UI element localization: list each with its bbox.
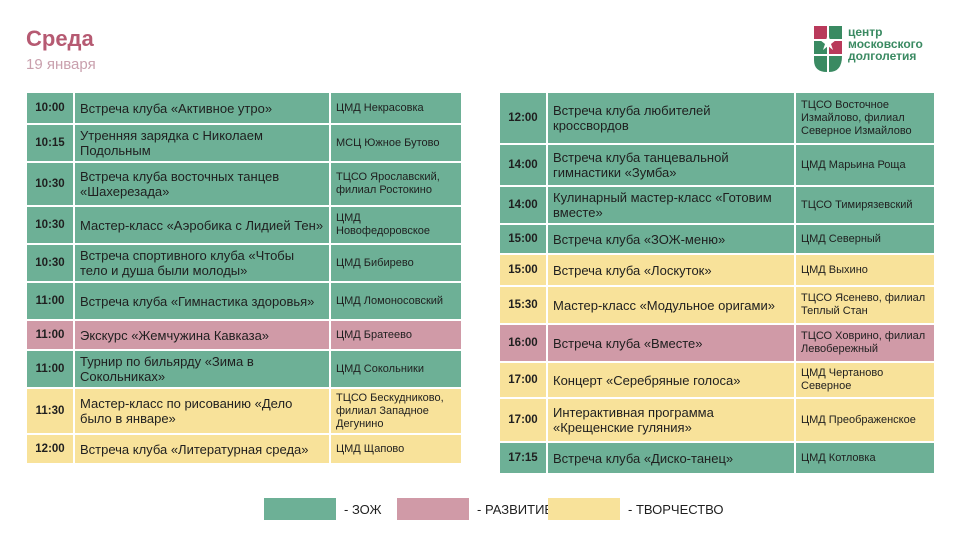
schedule-row: 17:15 Встреча клуба «Диско-танец» ЦМД Котл…: [498, 441, 936, 475]
schedule-place: ЦМД Братеево: [329, 319, 463, 351]
schedule-place: ТЦСО Ховрино, филиал Левобережный: [794, 323, 936, 363]
logo: центр московского долголетия: [812, 24, 942, 76]
schedule-event: Концерт «Серебряные голоса»: [546, 361, 796, 399]
schedule-row: 10:30 Встреча спортивного клуба «Чтобы те…: [25, 243, 463, 283]
schedule-row: 14:00 Кулинарный мастер-класс «Готовим вм…: [498, 185, 936, 225]
schedule-place: ТЦСО Ясенево, филиал Теплый Стан: [794, 285, 936, 325]
schedule-event: Утренняя зарядка с Николаем Подольным: [73, 123, 331, 163]
schedule-row: 17:00 Концерт «Серебряные голоса» ЦМД Черт…: [498, 361, 936, 399]
schedule-place: ЦМД Новофедоровское: [329, 205, 463, 245]
schedule-place: ЦМД Щапово: [329, 433, 463, 465]
schedule-row: 15:00 Встреча клуба «ЗОЖ-меню» ЦМД Северны…: [498, 223, 936, 255]
schedule-event: Интерактивная программа «Крещенские гуля…: [546, 397, 796, 443]
schedule-time: 10:30: [25, 243, 75, 283]
schedule-event: Встреча клуба «Лоскуток»: [546, 253, 796, 287]
schedule-event: Встреча клуба восточных танцев «Шахереза…: [73, 161, 331, 207]
legend-razv: - РАЗВИТИЕ: [397, 498, 553, 520]
schedule-time: 12:00: [25, 433, 75, 465]
schedule-row: 15:30 Мастер-класс «Модульное оригами» ТЦС…: [498, 285, 936, 325]
legend-label-razv: - РАЗВИТИЕ: [477, 501, 554, 517]
schedule-time: 10:00: [25, 91, 75, 125]
schedule-place: ЦМД Сокольники: [329, 349, 463, 389]
schedule-event: Встреча клуба любителей кроссвордов: [546, 91, 796, 145]
schedule-row: 15:00 Встреча клуба «Лоскуток» ЦМД Выхино: [498, 253, 936, 287]
schedule-row: 12:00 Встреча клуба любителей кроссвордов…: [498, 91, 936, 145]
schedule-time: 10:15: [25, 123, 75, 163]
schedule-place: ЦМД Ломоносовский: [329, 281, 463, 321]
schedule-event: Встреча клуба «Диско-танец»: [546, 441, 796, 475]
schedule-place: ТЦСО Ярославский, филиал Ростокино: [329, 161, 463, 207]
schedule-place: ЦМД Бибирево: [329, 243, 463, 283]
schedule-row: 10:30 Встреча клуба восточных танцев «Шах…: [25, 161, 463, 207]
schedule-row: 12:00 Встреча клуба «Литературная среда» Ц…: [25, 433, 463, 465]
schedule-row: 14:00 Встреча клуба танцевальной гимнасти…: [498, 143, 936, 187]
schedule-event: Встреча клуба «Гимнастика здоровья»: [73, 281, 331, 321]
schedule-time: 11:30: [25, 387, 75, 435]
schedule-event: Встреча клуба «Литературная среда»: [73, 433, 331, 465]
schedule-place: ЦМД Северный: [794, 223, 936, 255]
schedule-place: ЦМД Некрасовка: [329, 91, 463, 125]
schedule-time: 15:00: [498, 223, 548, 255]
schedule-place: ЦМД Котловка: [794, 441, 936, 475]
logo-line-3: долголетия: [848, 49, 917, 63]
schedule-event: Кулинарный мастер-класс «Готовим вместе»: [546, 185, 796, 225]
schedule-row: 10:00 Встреча клуба «Активное утро» ЦМД Не…: [25, 91, 463, 125]
legend-label-zozh: - ЗОЖ: [344, 501, 382, 517]
legend-swatch-razv: [397, 498, 469, 520]
schedule-place: ЦМД Марьина Роща: [794, 143, 936, 187]
schedule-row: 11:00 Встреча клуба «Гимнастика здоровья»…: [25, 281, 463, 321]
schedule-time: 12:00: [498, 91, 548, 145]
schedule-place: ЦМД Преображенское: [794, 397, 936, 443]
schedule-time: 16:00: [498, 323, 548, 363]
schedule-time: 15:30: [498, 285, 548, 325]
legend-zozh: - ЗОЖ: [264, 498, 381, 520]
schedule-time: 11:00: [25, 281, 75, 321]
schedule-row: 11:00 Экскурс «Жемчужина Кавказа» ЦМД Брат…: [25, 319, 463, 351]
schedule-event: Встреча спортивного клуба «Чтобы тело и …: [73, 243, 331, 283]
schedule-place: ТЦСО Бескудниково, филиал Западное Дегун…: [329, 387, 463, 435]
legend-tvor: - ТВОРЧЕСТВО: [548, 498, 724, 520]
schedule-time: 14:00: [498, 143, 548, 187]
schedule-time: 15:00: [498, 253, 548, 287]
logo-icon: [814, 26, 842, 72]
page-date: 19 января: [26, 56, 96, 73]
schedule-row: 10:15 Утренняя зарядка с Николаем Подольн…: [25, 123, 463, 163]
legend-swatch-zozh: [264, 498, 336, 520]
schedule-row: 16:00 Встреча клуба «Вместе» ТЦСО Ховрино,…: [498, 323, 936, 363]
schedule-time: 14:00: [498, 185, 548, 225]
schedule-event: Мастер-класс «Аэробика с Лидией Тен»: [73, 205, 331, 245]
schedule-place: ЦМД Выхино: [794, 253, 936, 287]
schedule-event: Встреча клуба «Активное утро»: [73, 91, 331, 125]
logo-text: центр московского долголетия: [848, 26, 923, 62]
schedule-time: 11:00: [25, 319, 75, 351]
schedule-event: Встреча клуба «Вместе»: [546, 323, 796, 363]
schedule-event: Мастер-класс «Модульное оригами»: [546, 285, 796, 325]
schedule-place: ТЦСО Тимирязевский: [794, 185, 936, 225]
schedule-event: Мастер-класс по рисованию «Дело было в я…: [73, 387, 331, 435]
schedule-place: ЦМД Чертаново Северное: [794, 361, 936, 399]
schedule-time: 17:00: [498, 361, 548, 399]
schedule-time: 11:00: [25, 349, 75, 389]
schedule-table-left: 10:00 Встреча клуба «Активное утро» ЦМД Не…: [25, 91, 463, 465]
logo-line-2: московского: [848, 37, 923, 51]
logo-line-1: центр: [848, 25, 883, 39]
schedule-place: МСЦ Южное Бутово: [329, 123, 463, 163]
schedule-table-right: 12:00 Встреча клуба любителей кроссвордов…: [498, 91, 936, 475]
schedule-event: Встреча клуба «ЗОЖ-меню»: [546, 223, 796, 255]
schedule-time: 10:30: [25, 161, 75, 207]
schedule-time: 10:30: [25, 205, 75, 245]
schedule-row: 11:00 Турнир по бильярду «Зима в Сокольни…: [25, 349, 463, 389]
schedule-row: 17:00 Интерактивная программа «Крещенские…: [498, 397, 936, 443]
schedule-event: Встреча клуба танцевальной гимнастики «З…: [546, 143, 796, 187]
schedule-event: Экскурс «Жемчужина Кавказа»: [73, 319, 331, 351]
schedule-place: ТЦСО Восточное Измайлово, филиал Северно…: [794, 91, 936, 145]
legend-label-tvor: - ТВОРЧЕСТВО: [628, 501, 724, 517]
schedule-time: 17:15: [498, 441, 548, 475]
schedule-row: 10:30 Мастер-класс «Аэробика с Лидией Тен…: [25, 205, 463, 245]
page-title: Среда: [26, 26, 94, 51]
schedule-event: Турнир по бильярду «Зима в Сокольниках»: [73, 349, 331, 389]
schedule-time: 17:00: [498, 397, 548, 443]
schedule-row: 11:30 Мастер-класс по рисованию «Дело был…: [25, 387, 463, 435]
legend-swatch-tvor: [548, 498, 620, 520]
